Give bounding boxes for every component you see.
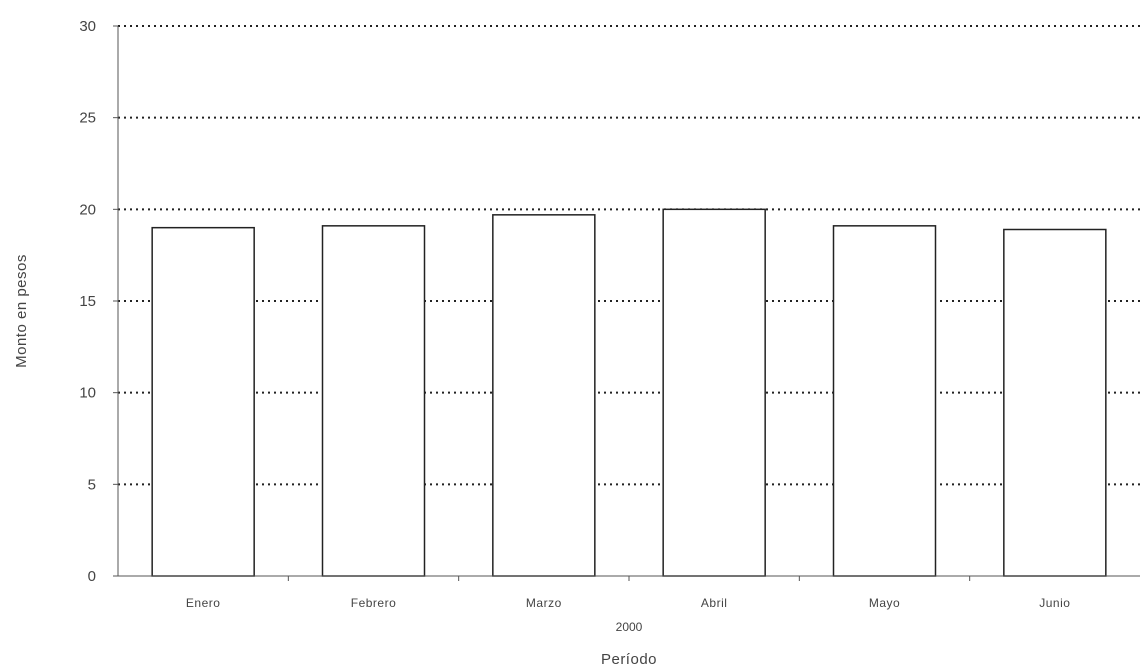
- y-tick-label: 15: [79, 293, 96, 310]
- x-tick-labels: Enero Febrero Marzo Abril Mayo Junio: [186, 596, 1070, 610]
- axes: [113, 25, 1140, 581]
- y-tick-label: 0: [88, 568, 96, 585]
- y-tick-label: 30: [79, 18, 96, 35]
- category-group-label: 2000: [616, 620, 643, 634]
- y-tick-labels: 0 5 10 15 20 25 30: [79, 18, 96, 585]
- y-tick-label: 20: [79, 201, 96, 218]
- y-axis-title: Monto en pesos: [13, 254, 30, 368]
- x-tick-label: Enero: [186, 596, 221, 610]
- bars: [151, 208, 1107, 577]
- x-tick-label: Abril: [701, 596, 728, 610]
- x-tick-label: Marzo: [526, 596, 562, 610]
- bar-junio: [1003, 228, 1107, 577]
- bar-mayo: [832, 225, 937, 577]
- x-tick-label: Febrero: [351, 596, 397, 610]
- x-axis-title: Período: [601, 651, 657, 668]
- x-tick-label: Junio: [1039, 596, 1070, 610]
- y-tick-label: 10: [79, 385, 96, 402]
- y-tick-label: 5: [88, 476, 96, 493]
- bar-marzo: [492, 214, 596, 577]
- gridlines: [118, 25, 1140, 486]
- x-tick-label: Mayo: [869, 596, 900, 610]
- bar-abril: [662, 208, 766, 577]
- bar-enero: [151, 226, 255, 577]
- bar-febrero: [321, 225, 426, 577]
- y-tick-label: 25: [79, 110, 96, 127]
